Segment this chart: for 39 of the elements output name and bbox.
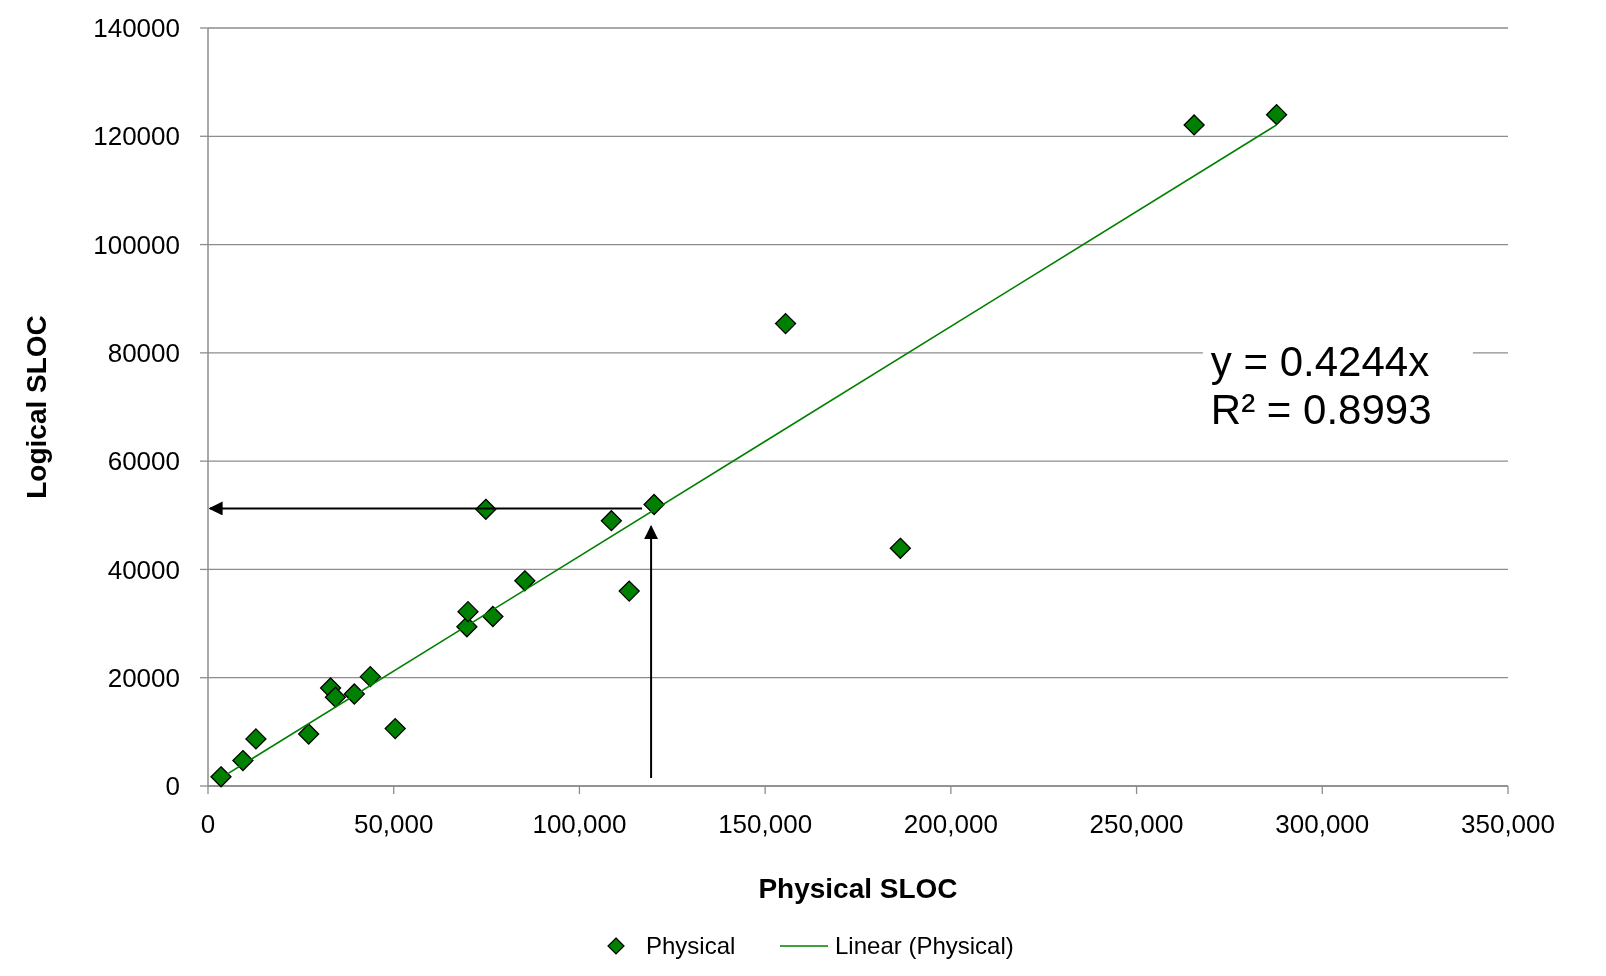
y-tick-label: 40000 — [107, 554, 180, 585]
point — [643, 493, 665, 516]
point — [343, 683, 365, 705]
point — [482, 605, 504, 628]
point — [889, 537, 911, 559]
y-tick-label: 140000 — [93, 13, 180, 44]
y-tick-label: 20000 — [107, 662, 180, 693]
point — [210, 766, 232, 788]
y-tick-label: 100000 — [93, 229, 180, 260]
x-tick-label: 150,000 — [718, 809, 813, 839]
x-tick-label: 250,000 — [1089, 809, 1184, 839]
point — [618, 580, 640, 602]
point — [359, 665, 381, 688]
y-tick-label: 120000 — [93, 121, 180, 152]
x-tick-label: 300,000 — [1275, 809, 1370, 839]
y-tick-label: 60000 — [107, 446, 180, 477]
point — [774, 312, 797, 335]
point — [457, 601, 479, 623]
annotation: y = 0.4244x R² = 0.8993 — [1210, 338, 1432, 434]
point — [600, 510, 623, 532]
x-tick-label: 50,000 — [353, 809, 434, 839]
point — [1183, 114, 1205, 136]
x-tick-label: 0 — [200, 809, 216, 839]
point — [298, 723, 320, 745]
x-tick-label: 350,000 — [1461, 809, 1555, 839]
x-tick-label: 100,000 — [532, 809, 627, 839]
point — [1265, 103, 1288, 126]
y-tick-label: 80000 — [107, 337, 180, 368]
y-tick-label: 0 — [165, 771, 180, 802]
point — [514, 570, 536, 592]
legend-label: Physical — [646, 932, 736, 960]
point — [245, 728, 267, 750]
x-axis-title: Physical SLOC — [758, 873, 958, 904]
y-axis-title: Logical SLOC — [21, 315, 52, 499]
point — [384, 717, 406, 740]
point — [324, 686, 347, 708]
x-tick-label: 200,000 — [903, 809, 998, 839]
point — [232, 749, 254, 772]
legend-label: Linear (Physical) — [835, 932, 1014, 960]
